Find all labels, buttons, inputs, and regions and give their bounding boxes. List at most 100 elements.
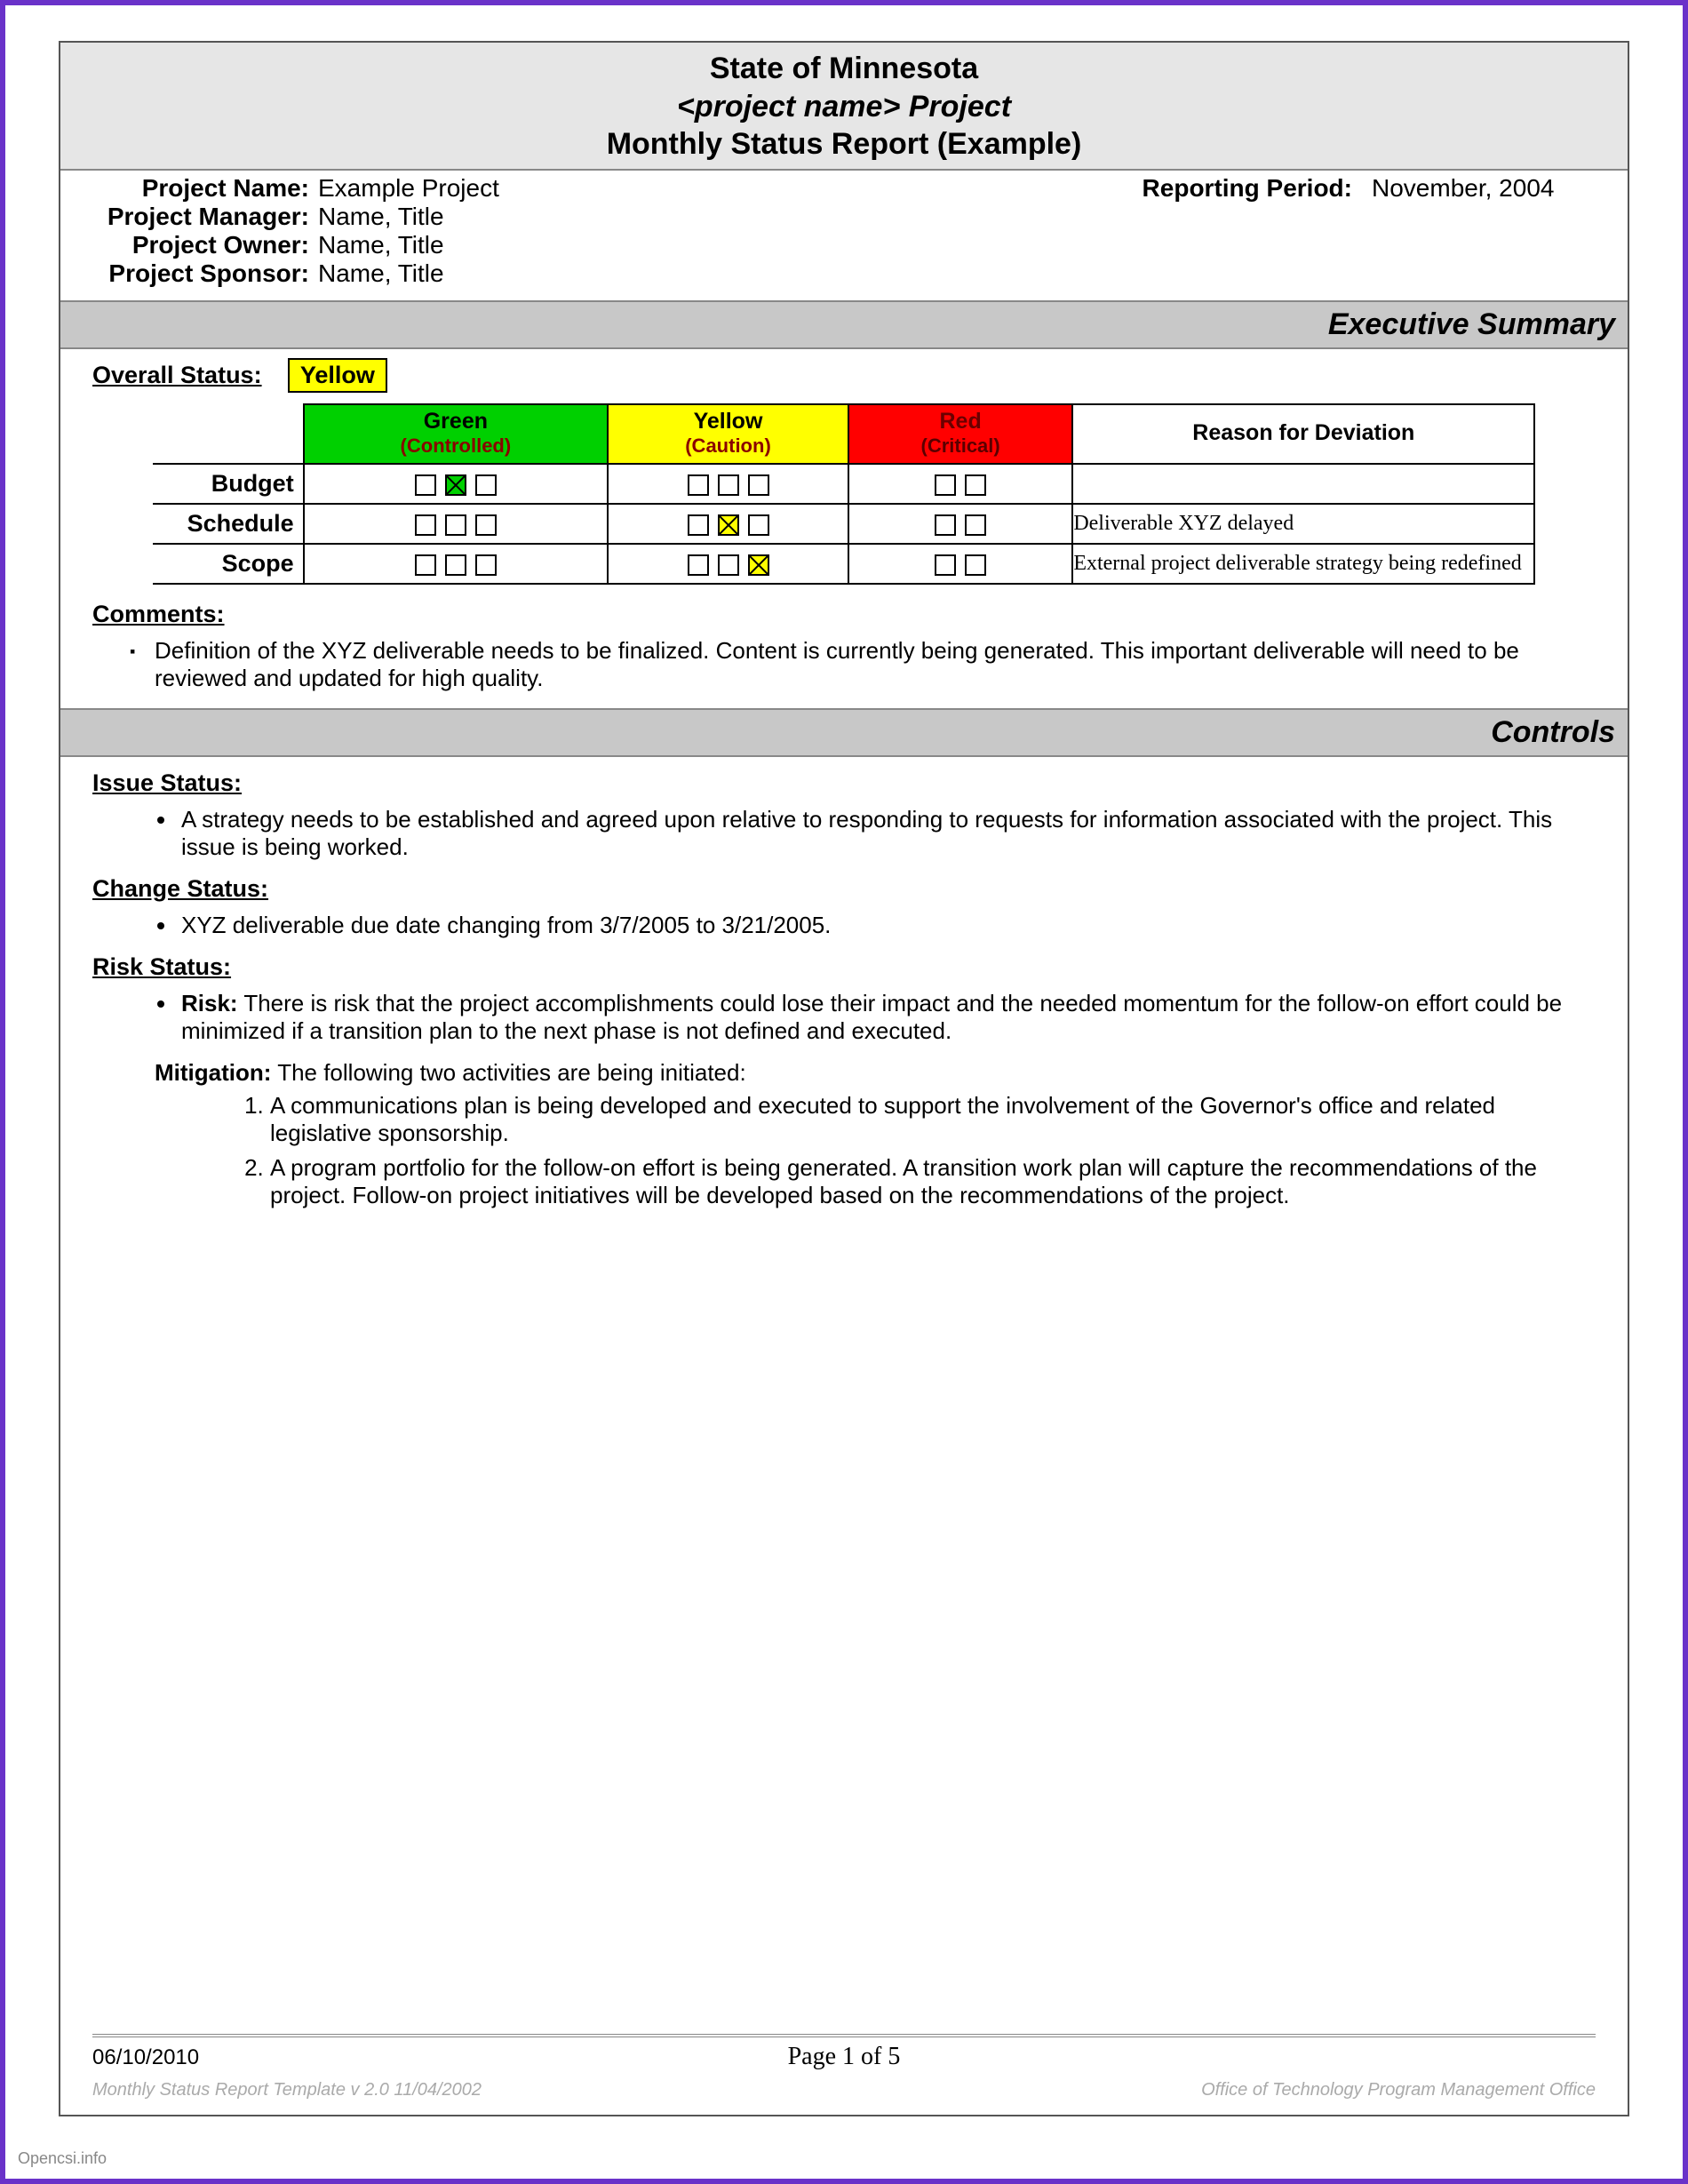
risk-label: Risk: <box>181 990 238 1016</box>
risk-item: Risk: There is risk that the project acc… <box>178 990 1596 1045</box>
status-row-label: Scope <box>153 544 304 584</box>
change-item: XYZ deliverable due date changing from 3… <box>178 912 1596 939</box>
status-col-red: Red (Critical) <box>848 404 1072 464</box>
status-col-yellow: Yellow (Caution) <box>608 404 848 464</box>
project-metadata: Project Name: Example Project Reporting … <box>60 171 1628 295</box>
reporting-period-value: November, 2004 <box>1361 174 1610 203</box>
status-col-red-title: Red <box>940 409 982 434</box>
mitigation-intro: The following two activities are being i… <box>277 1059 746 1086</box>
comments-list: Definition of the XYZ deliverable needs … <box>92 637 1596 692</box>
comments-heading: Comments: <box>92 601 1596 628</box>
title-band: State of Minnesota <project name> Projec… <box>60 43 1628 171</box>
status-checkbox-cell <box>848 544 1072 584</box>
status-checkbox <box>688 514 709 536</box>
document-page: State of Minnesota <project name> Projec… <box>59 41 1629 2116</box>
status-corner-blank <box>153 404 304 464</box>
footer: 06/10/2010 Page 1 of 5 06/10/2010 <box>60 2037 1628 2080</box>
watermark: Opencsi.info <box>18 2149 107 2168</box>
status-checkbox <box>475 514 497 536</box>
overall-status-line: Overall Status: Yellow <box>92 358 1596 393</box>
status-checkbox <box>445 514 466 536</box>
status-checkbox-cell <box>608 464 848 504</box>
title-line-2: <project name> Project <box>60 88 1628 126</box>
risk-list: Risk: There is risk that the project acc… <box>92 990 1596 1045</box>
status-checkbox-cell <box>848 504 1072 544</box>
status-checkbox-cell <box>304 544 608 584</box>
risk-text: There is risk that the project accomplis… <box>181 990 1562 1044</box>
project-manager-value: Name, Title <box>318 203 1610 231</box>
risk-heading: Risk Status: <box>92 953 1596 981</box>
section-executive-summary: Executive Summary <box>60 300 1628 349</box>
status-checkbox <box>475 554 497 576</box>
status-checkbox <box>748 554 769 576</box>
status-checkbox-cell <box>608 504 848 544</box>
change-list: XYZ deliverable due date changing from 3… <box>92 912 1596 939</box>
status-row-label: Budget <box>153 464 304 504</box>
status-col-green-sub: (Controlled) <box>308 434 603 458</box>
project-sponsor-label: Project Sponsor: <box>78 259 318 288</box>
issue-item: A strategy needs to be established and a… <box>178 806 1596 861</box>
status-reason: External project deliverable strategy be… <box>1072 544 1534 584</box>
footer-template: Monthly Status Report Template v 2.0 11/… <box>92 2080 482 2100</box>
footer-date: 06/10/2010 <box>92 2045 199 2070</box>
status-checkbox <box>415 514 436 536</box>
issue-list: A strategy needs to be established and a… <box>92 806 1596 861</box>
status-checkbox <box>935 514 956 536</box>
project-name-value: Example Project <box>318 174 1143 203</box>
project-owner-value: Name, Title <box>318 231 1610 259</box>
status-col-reason: Reason for Deviation <box>1072 404 1534 464</box>
status-checkbox <box>688 474 709 496</box>
status-reason <box>1072 464 1534 504</box>
status-checkbox <box>935 554 956 576</box>
status-checkbox-cell <box>608 544 848 584</box>
status-col-red-sub: (Critical) <box>853 434 1068 458</box>
status-checkbox <box>718 474 739 496</box>
overall-status-chip: Yellow <box>288 358 387 393</box>
title-line-3: Monthly Status Report (Example) <box>60 125 1628 163</box>
page-body: State of Minnesota <project name> Projec… <box>60 43 1628 2034</box>
mitigation-label: Mitigation: <box>155 1059 271 1086</box>
status-checkbox-cell <box>304 504 608 544</box>
status-col-green-title: Green <box>424 409 488 434</box>
mitigation-list: A communications plan is being developed… <box>155 1092 1596 1209</box>
section-controls: Controls <box>60 708 1628 757</box>
project-owner-label: Project Owner: <box>78 231 318 259</box>
status-checkbox <box>688 554 709 576</box>
status-checkbox <box>965 514 986 536</box>
status-checkbox <box>935 474 956 496</box>
mitigation-item-1: A communications plan is being developed… <box>270 1092 1596 1147</box>
status-checkbox <box>965 554 986 576</box>
status-checkbox <box>748 474 769 496</box>
footer-page: Page 1 of 5 <box>788 2043 901 2071</box>
status-checkbox <box>415 554 436 576</box>
status-checkbox-cell <box>848 464 1072 504</box>
status-col-green: Green (Controlled) <box>304 404 608 464</box>
status-table: Green (Controlled) Yellow (Caution) Red … <box>153 403 1536 585</box>
issue-heading: Issue Status: <box>92 769 1596 797</box>
status-checkbox <box>718 554 739 576</box>
mitigation-item-2: A program portfolio for the follow-on ef… <box>270 1154 1596 1209</box>
status-col-yellow-sub: (Caution) <box>612 434 844 458</box>
mitigation-block: Mitigation: The following two activities… <box>92 1059 1596 1209</box>
status-checkbox <box>965 474 986 496</box>
project-sponsor-value: Name, Title <box>318 259 1610 288</box>
status-row-label: Schedule <box>153 504 304 544</box>
title-line-1: State of Minnesota <box>60 50 1628 88</box>
status-checkbox <box>718 514 739 536</box>
reporting-period-label: Reporting Period: <box>1143 174 1361 203</box>
status-reason: Deliverable XYZ delayed <box>1072 504 1534 544</box>
status-checkbox-cell <box>304 464 608 504</box>
status-col-yellow-title: Yellow <box>694 409 763 434</box>
status-checkbox <box>415 474 436 496</box>
footer-office: Office of Technology Program Management … <box>1201 2080 1596 2100</box>
change-heading: Change Status: <box>92 875 1596 903</box>
status-checkbox <box>748 514 769 536</box>
status-checkbox <box>445 554 466 576</box>
status-checkbox <box>445 474 466 496</box>
overall-status-label: Overall Status: <box>92 362 262 388</box>
project-name-label: Project Name: <box>78 174 318 203</box>
footer-sub: Monthly Status Report Template v 2.0 11/… <box>60 2080 1628 2115</box>
project-manager-label: Project Manager: <box>78 203 318 231</box>
comments-item: Definition of the XYZ deliverable needs … <box>155 637 1596 692</box>
status-checkbox <box>475 474 497 496</box>
